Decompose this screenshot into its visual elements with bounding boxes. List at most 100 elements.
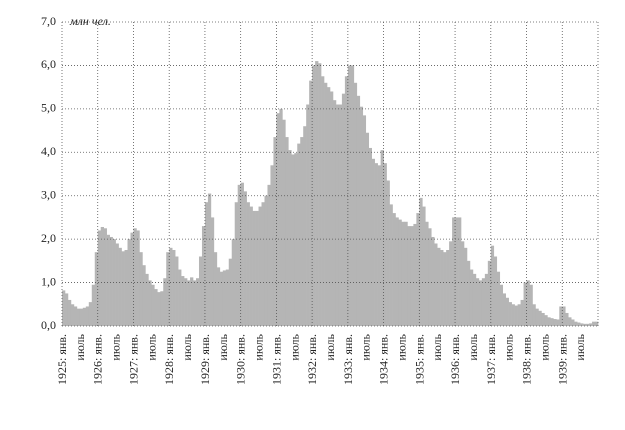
- bar: [288, 150, 292, 326]
- bar: [169, 247, 173, 326]
- bar: [568, 317, 572, 326]
- bar: [538, 310, 542, 326]
- bar: [100, 226, 104, 326]
- bar: [559, 306, 563, 326]
- bar: [386, 180, 390, 326]
- bar: [330, 91, 334, 326]
- bar: [324, 82, 328, 326]
- bar: [73, 306, 78, 326]
- bar: [106, 234, 110, 326]
- x-tick-label: июль: [430, 333, 444, 360]
- bar: [496, 271, 501, 326]
- bar: [490, 245, 495, 326]
- bar: [407, 226, 411, 326]
- bar: [204, 202, 209, 326]
- bar: [574, 321, 578, 326]
- bar: [151, 284, 155, 326]
- bar: [154, 289, 158, 326]
- bar: [365, 132, 370, 326]
- x-tick-label: июль: [216, 333, 230, 360]
- bar: [321, 76, 325, 327]
- x-tick-label: 1939: янв.: [555, 334, 569, 385]
- bar: [511, 304, 515, 326]
- bar: [285, 137, 289, 326]
- bar: [222, 270, 227, 326]
- bar: [410, 226, 414, 326]
- bar: [422, 206, 426, 326]
- bar: [553, 319, 557, 326]
- bar: [350, 65, 355, 326]
- bar: [592, 321, 596, 326]
- bar: [577, 322, 581, 326]
- bar: [187, 280, 191, 326]
- bar: [529, 284, 533, 326]
- y-tick-label: 6,0: [41, 57, 56, 71]
- bar: [443, 252, 447, 326]
- y-tick-label: 7,0: [41, 14, 56, 28]
- bar: [466, 260, 471, 326]
- bar: [216, 267, 221, 326]
- bar: [377, 165, 381, 326]
- bar: [273, 137, 277, 326]
- bar: [413, 223, 417, 326]
- bar: [64, 293, 69, 326]
- x-tick-label: 1930: янв.: [234, 334, 248, 385]
- bar: [181, 276, 185, 326]
- bar: [380, 150, 384, 326]
- bar: [291, 154, 295, 326]
- bar: [178, 269, 182, 326]
- bar: [124, 250, 128, 326]
- bar: [526, 280, 530, 326]
- bar: [184, 278, 188, 326]
- bar: [374, 163, 378, 326]
- bar: [493, 256, 498, 326]
- bar: [237, 184, 241, 326]
- bar: [85, 306, 90, 326]
- x-tick-label: июль: [394, 333, 408, 360]
- x-tick-label: июль: [537, 333, 551, 360]
- bar: [318, 63, 322, 326]
- bar: [88, 302, 93, 326]
- bar: [62, 290, 66, 326]
- bar: [139, 252, 143, 326]
- bar: [175, 256, 179, 326]
- bar: [201, 226, 206, 326]
- x-tick-label: 1927: янв.: [126, 334, 140, 385]
- bar: [419, 197, 423, 326]
- x-tick-label: июль: [287, 333, 301, 360]
- bar: [520, 299, 524, 326]
- bar: [440, 250, 444, 326]
- bar: [312, 65, 316, 326]
- x-tick-label: июль: [144, 333, 158, 360]
- bar: [580, 323, 584, 326]
- x-tick-label: июль: [252, 333, 266, 360]
- bar: [505, 297, 509, 326]
- bar: [70, 304, 75, 326]
- bar: [249, 206, 253, 326]
- bar: [571, 319, 575, 326]
- bar: [303, 126, 307, 326]
- bar: [523, 282, 527, 326]
- bar: [544, 315, 548, 326]
- bar: [166, 252, 170, 326]
- bar: [332, 100, 337, 327]
- bar: [327, 87, 331, 327]
- x-tick-label: 1928: янв.: [162, 334, 176, 385]
- x-tick-label: июль: [359, 333, 373, 360]
- bar: [535, 308, 539, 326]
- bar: [371, 158, 375, 326]
- bar: [449, 241, 453, 326]
- bar: [550, 318, 554, 326]
- bar: [294, 153, 298, 326]
- bar: [461, 241, 465, 326]
- bar: [94, 252, 99, 326]
- bar: [556, 319, 560, 326]
- bar: [79, 308, 84, 326]
- bar: [115, 243, 119, 326]
- x-tick-label: июль: [109, 333, 123, 360]
- bar: [383, 163, 387, 326]
- x-tick-label: 1937: янв.: [484, 334, 498, 385]
- bar: [389, 204, 393, 326]
- bar: [198, 256, 203, 326]
- bar: [469, 269, 474, 326]
